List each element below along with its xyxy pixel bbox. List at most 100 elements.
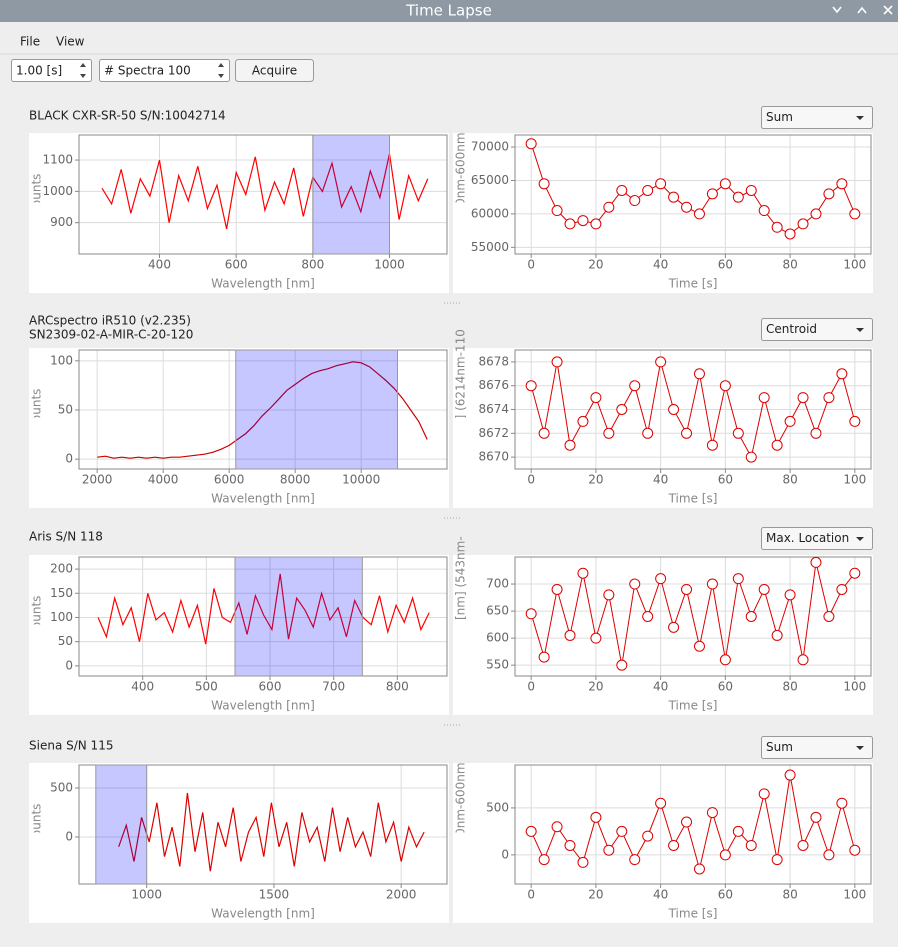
- data-point: [525, 380, 537, 392]
- menu-view[interactable]: View: [56, 35, 85, 49]
- y-tick-label: 55000: [471, 240, 509, 254]
- dropdown-arrow[interactable]: [856, 746, 864, 750]
- mode-dropdown[interactable]: [761, 736, 873, 759]
- data-line: [97, 361, 428, 459]
- plot-frame: [78, 764, 448, 885]
- data-point: [745, 451, 757, 463]
- data-point: [642, 611, 654, 622]
- data-point: [706, 439, 718, 451]
- mode-dropdown[interactable]: [761, 318, 873, 341]
- data-point: [784, 228, 796, 240]
- chart-bg: [29, 763, 449, 923]
- x-tick-label: 0: [527, 888, 535, 902]
- x-tick-label: 80: [782, 473, 797, 487]
- y-tick-label: 200: [50, 562, 73, 576]
- data-point: [538, 854, 550, 866]
- data-point: [564, 439, 576, 451]
- acquire-button[interactable]: [235, 59, 314, 82]
- y-tick-label: 500: [50, 781, 73, 795]
- data-point: [758, 788, 770, 800]
- data-point: [642, 184, 654, 196]
- data-point: [538, 651, 550, 663]
- plot-frame: [514, 764, 872, 885]
- mode-dropdown[interactable]: [761, 106, 873, 129]
- dropdown-arrow[interactable]: [856, 116, 864, 120]
- y-axis-label: Counts: [30, 389, 44, 431]
- y-axis-label: Counts: [30, 174, 44, 216]
- close-button[interactable]: [883, 5, 893, 15]
- x-axis-label: Wavelength [nm]: [211, 277, 315, 291]
- data-point: [551, 821, 563, 833]
- data-point: [771, 629, 783, 641]
- data-point: [836, 368, 848, 380]
- x-axis-label: Wavelength [nm]: [211, 699, 315, 713]
- data-point: [525, 138, 537, 150]
- y-tick-label: 70000: [471, 140, 509, 154]
- data-point: [668, 621, 680, 633]
- y-tick-label: 50: [58, 402, 73, 416]
- data-point: [810, 556, 822, 568]
- data-line: [101, 153, 429, 230]
- x-tick-label: 8000: [280, 473, 311, 487]
- data-point: [603, 201, 615, 213]
- data-point: [771, 439, 783, 451]
- x-axis-label: Time [s]: [668, 907, 718, 921]
- data-point: [629, 578, 641, 590]
- data-point: [681, 583, 693, 595]
- data-point: [797, 654, 809, 666]
- spin-arrows[interactable]: [80, 63, 86, 78]
- data-point: [706, 807, 718, 819]
- x-tick-label: 1500: [259, 888, 290, 902]
- data-point: [745, 184, 757, 196]
- x-tick-label: 60: [718, 680, 733, 694]
- y-tick-label: 8678: [478, 354, 509, 368]
- data-point: [629, 380, 641, 392]
- menu-file[interactable]: File: [20, 35, 40, 49]
- chart: 400 600 800 1000 900 1000 1100 Wavelength [nm] C…: [29, 133, 449, 293]
- data-point: [732, 191, 744, 203]
- chart-bg: [453, 133, 873, 293]
- spin-arrows[interactable]: [218, 63, 224, 78]
- spectra-spinbox[interactable]: [99, 59, 230, 82]
- x-tick-label: 80: [782, 258, 797, 272]
- data-point: [836, 797, 848, 809]
- data-point: [564, 839, 576, 851]
- dropdown-arrow[interactable]: [856, 537, 864, 541]
- y-tick-label: 0: [501, 847, 509, 861]
- data-point: [758, 583, 770, 595]
- y-tick-label: 100: [50, 353, 73, 367]
- x-tick-label: 20: [588, 680, 603, 694]
- plot-frame: [514, 349, 872, 470]
- data-point: [603, 589, 615, 601]
- y-tick-label: 150: [50, 586, 73, 600]
- selection-region: [234, 556, 363, 677]
- interval-spinbox[interactable]: [11, 59, 92, 82]
- y-tick-label: 900: [50, 215, 73, 229]
- dropdown-arrow[interactable]: [856, 328, 864, 332]
- x-tick-label: 80: [782, 888, 797, 902]
- maximize-button[interactable]: [857, 6, 867, 14]
- data-point: [706, 188, 718, 200]
- data-point: [629, 854, 641, 866]
- x-tick-label: 40: [653, 258, 668, 272]
- minimize-button[interactable]: [832, 6, 842, 14]
- x-tick-label: 100: [843, 473, 866, 487]
- x-tick-label: 100: [843, 888, 866, 902]
- y-tick-label: 0: [65, 658, 73, 672]
- x-tick-label: 80: [782, 680, 797, 694]
- data-point: [590, 218, 602, 230]
- chart-bg: [453, 348, 873, 508]
- acquire-label: Acquire: [252, 64, 297, 78]
- x-tick-label: 60: [718, 888, 733, 902]
- y-tick-label: 100: [50, 610, 73, 624]
- mode-dropdown[interactable]: [761, 527, 873, 550]
- spectra-value: # Spectra 100: [104, 64, 191, 78]
- data-point: [551, 583, 563, 595]
- data-point: [693, 368, 705, 380]
- data-point: [655, 178, 667, 190]
- data-point: [719, 178, 731, 190]
- data-point: [693, 640, 705, 652]
- y-axis-label: Counts: [30, 596, 44, 638]
- x-tick-label: 2000: [82, 473, 113, 487]
